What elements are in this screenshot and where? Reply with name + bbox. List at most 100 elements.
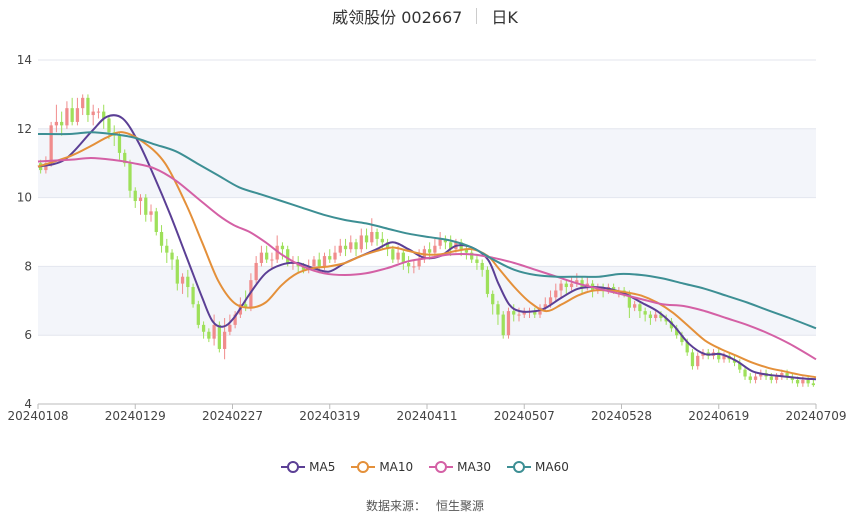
grid-band	[38, 128, 816, 198]
candle-body	[265, 252, 269, 260]
candle	[464, 245, 469, 260]
candle	[664, 314, 668, 325]
candle-body	[286, 249, 290, 263]
candle	[175, 256, 179, 291]
x-tick-label: 20240227	[202, 409, 263, 423]
candle	[533, 307, 537, 318]
x-tick-label: 20240528	[591, 409, 652, 423]
y-tick-label: 10	[17, 191, 32, 205]
y-axis: 4 6 8 10 12 14	[17, 53, 32, 411]
legend-label: MA30	[457, 460, 492, 474]
candle	[81, 94, 85, 116]
candle-body	[464, 249, 469, 253]
candle-body	[548, 297, 553, 305]
candle	[575, 273, 579, 288]
candle	[438, 232, 442, 250]
candle	[196, 300, 200, 329]
candle-body	[159, 232, 164, 246]
candle-body	[470, 252, 474, 260]
legend-item-ma30[interactable]: MA30	[429, 460, 491, 474]
candle-body	[186, 276, 190, 288]
candle-body	[107, 118, 111, 133]
candle-body	[301, 266, 306, 270]
candle-body	[696, 355, 700, 367]
legend-marker-icon	[281, 460, 306, 474]
candle-body	[228, 324, 232, 332]
candle-body	[690, 352, 695, 367]
candle	[212, 314, 216, 346]
candle-body	[759, 373, 763, 377]
candle-body	[811, 383, 816, 386]
candle-body	[370, 232, 374, 243]
candle-body	[175, 259, 179, 284]
candle	[222, 318, 227, 360]
source-name: 恒生聚源	[436, 499, 485, 513]
candle-body	[70, 108, 74, 122]
candle	[680, 331, 684, 346]
candle-body	[359, 235, 363, 250]
legend-marker-icon	[429, 460, 454, 474]
candle-body	[222, 331, 227, 349]
legend-item-ma10[interactable]: MA10	[351, 460, 413, 474]
legend-item-ma60[interactable]: MA60	[507, 460, 569, 474]
candle-body	[485, 269, 490, 294]
data-source: 数据来源： 恒生聚源	[0, 497, 850, 514]
candle-body	[659, 314, 663, 318]
candle	[569, 276, 574, 291]
candle-body	[54, 121, 59, 126]
candle-body	[312, 259, 316, 267]
candle-body	[338, 245, 342, 253]
candle	[654, 311, 658, 322]
candle-body	[438, 238, 442, 246]
candle	[401, 249, 405, 270]
candle	[123, 149, 127, 167]
candle	[480, 259, 484, 277]
candle-body	[96, 111, 101, 113]
candle	[675, 324, 679, 339]
candle	[475, 256, 479, 270]
candle-body	[212, 324, 216, 339]
candle-body	[543, 304, 547, 308]
candle-body	[675, 328, 679, 336]
plot-area[interactable]: 4 6 8 10 12 14 20240108 20240129 20240227 202403…	[0, 0, 850, 440]
candle	[364, 228, 369, 250]
candle-body	[449, 242, 453, 250]
candle-body	[648, 314, 653, 318]
candle	[690, 348, 695, 370]
y-tick-label: 4	[24, 397, 32, 411]
candle	[391, 245, 395, 263]
candle	[774, 373, 779, 384]
candle	[117, 132, 122, 160]
legend-item-ma5[interactable]: MA5	[281, 460, 335, 474]
candle	[669, 318, 674, 332]
candle-body	[333, 252, 337, 260]
candle-body	[81, 97, 85, 109]
candle-body	[154, 211, 158, 232]
candle-body	[564, 283, 568, 288]
candle	[470, 249, 474, 263]
candle-body	[443, 238, 448, 243]
stock-name-code: 威领股份 002667	[332, 8, 463, 27]
candle-body	[144, 197, 148, 215]
candle-body	[774, 376, 779, 380]
candle-body	[75, 108, 80, 122]
candle-body	[364, 235, 369, 243]
candle-body	[254, 262, 258, 281]
legend-label: MA5	[309, 460, 336, 474]
candle-body	[517, 314, 521, 316]
candle-body	[559, 283, 563, 291]
candle	[354, 238, 358, 257]
candle	[370, 218, 374, 246]
candle-body	[475, 259, 479, 263]
legend-marker-icon	[507, 460, 532, 474]
candle-body	[49, 125, 53, 164]
candle-body	[165, 245, 169, 253]
y-tick-label: 8	[24, 259, 32, 273]
candle	[228, 314, 232, 336]
chart-title: 威领股份 002667 日K	[0, 4, 850, 28]
candle-body	[233, 314, 237, 325]
candle	[138, 194, 143, 215]
candle-body	[412, 266, 416, 268]
candle-body	[259, 252, 264, 263]
candle	[412, 259, 416, 274]
